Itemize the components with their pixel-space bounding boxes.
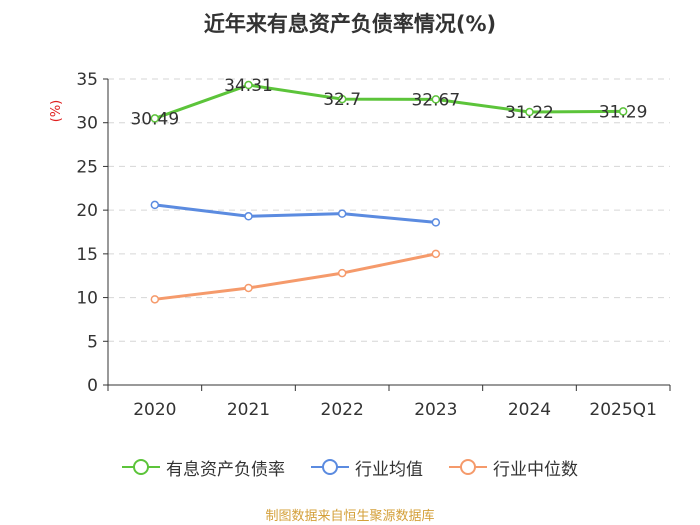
chart-area: 0 5 10 15 20 25 30 35 (%) 2020 2021 2022 2023 2024 202… bbox=[49, 70, 671, 420]
x-tick-label: 2024 bbox=[508, 400, 551, 420]
data-point-0 bbox=[150, 114, 160, 123]
y-tick-label: 30 bbox=[76, 114, 98, 134]
series-line-0 bbox=[154, 83, 624, 120]
y-tick-label: 15 bbox=[76, 245, 98, 265]
y-tick-label: 20 bbox=[76, 201, 98, 221]
data-point-2 bbox=[150, 295, 160, 304]
x-tick-label: 2023 bbox=[414, 400, 457, 420]
x-tick-label: 2025Q1 bbox=[589, 400, 656, 420]
chart-title: 近年来有息资产负债率情况(%) bbox=[203, 12, 497, 36]
y-tick-label: 0 bbox=[87, 376, 98, 396]
data-point-0 bbox=[431, 95, 441, 104]
y-tick-label: 10 bbox=[76, 289, 98, 309]
legend-item-2[interactable]: 行业中位数 bbox=[449, 455, 578, 480]
data-label: 31.22 bbox=[505, 103, 554, 123]
data-label: 31.29 bbox=[599, 102, 648, 122]
data-point-0 bbox=[244, 80, 253, 90]
data-point-1 bbox=[244, 212, 253, 221]
data-point-2 bbox=[337, 268, 347, 278]
x-tick-label: 2022 bbox=[321, 400, 364, 420]
legend-label: 行业中位数 bbox=[493, 459, 578, 480]
y-tick-label: 25 bbox=[76, 157, 98, 177]
data-point-0 bbox=[525, 107, 534, 117]
x-tick-label: 2020 bbox=[133, 400, 176, 420]
data-point-0 bbox=[618, 107, 628, 116]
legend-marker-icon bbox=[449, 459, 487, 475]
data-point-2 bbox=[244, 283, 253, 293]
legend-marker-icon bbox=[311, 459, 349, 475]
legend-marker-icon bbox=[122, 459, 160, 475]
x-tick-label: 2021 bbox=[227, 400, 270, 420]
series-line-1 bbox=[154, 203, 436, 224]
legend-label: 有息资产负债率 bbox=[166, 459, 285, 480]
legend-label: 行业均值 bbox=[355, 459, 423, 480]
data-point-2 bbox=[431, 249, 441, 259]
y-axis-label: (%) bbox=[49, 100, 64, 123]
data-label: 34.31 bbox=[224, 76, 273, 96]
source-note: 制图数据来自恒生聚源数据库 bbox=[265, 509, 435, 524]
data-label: 32.7 bbox=[323, 90, 361, 110]
legend-item-0[interactable]: 有息资产负债率 bbox=[122, 455, 285, 480]
data-point-1 bbox=[150, 200, 160, 210]
y-tick-label: 35 bbox=[76, 70, 98, 90]
legend: 有息资产负债率 行业均值 行业中位数 bbox=[0, 452, 700, 482]
data-point-1 bbox=[431, 218, 441, 227]
data-point-1 bbox=[337, 209, 347, 218]
data-label: 32.67 bbox=[411, 90, 460, 110]
y-tick-label: 5 bbox=[87, 332, 98, 352]
series-line-2 bbox=[154, 252, 437, 301]
data-point-0 bbox=[337, 94, 347, 104]
data-label: 30.49 bbox=[130, 109, 179, 129]
legend-item-1[interactable]: 行业均值 bbox=[311, 455, 423, 480]
